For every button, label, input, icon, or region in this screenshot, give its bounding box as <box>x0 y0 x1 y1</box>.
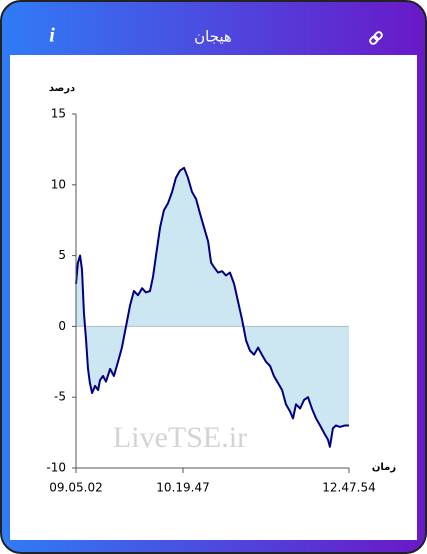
y-tick-label: -5 <box>54 390 66 404</box>
area <box>76 167 349 447</box>
y-axis-label: درصد <box>49 83 75 94</box>
y-tick-label: 0 <box>58 319 66 333</box>
x-axis-label: زمان <box>372 462 396 473</box>
y-tick-label: 5 <box>58 248 66 262</box>
y-tick-label: 15 <box>51 107 66 121</box>
line <box>75 166 349 448</box>
watermark: LiveTSE.ir <box>113 421 247 454</box>
link-icon[interactable] <box>369 31 383 45</box>
y-tick-label: 10 <box>51 177 66 191</box>
y-tick-label: -10 <box>46 461 66 475</box>
x-tick-label: 12.47.54 <box>322 481 375 495</box>
x-tick-label: 10.19.47 <box>156 481 209 495</box>
info-icon[interactable]: i <box>49 25 55 47</box>
x-tick-label: 09.05.02 <box>49 481 102 495</box>
header-title: هیجان <box>194 28 232 46</box>
